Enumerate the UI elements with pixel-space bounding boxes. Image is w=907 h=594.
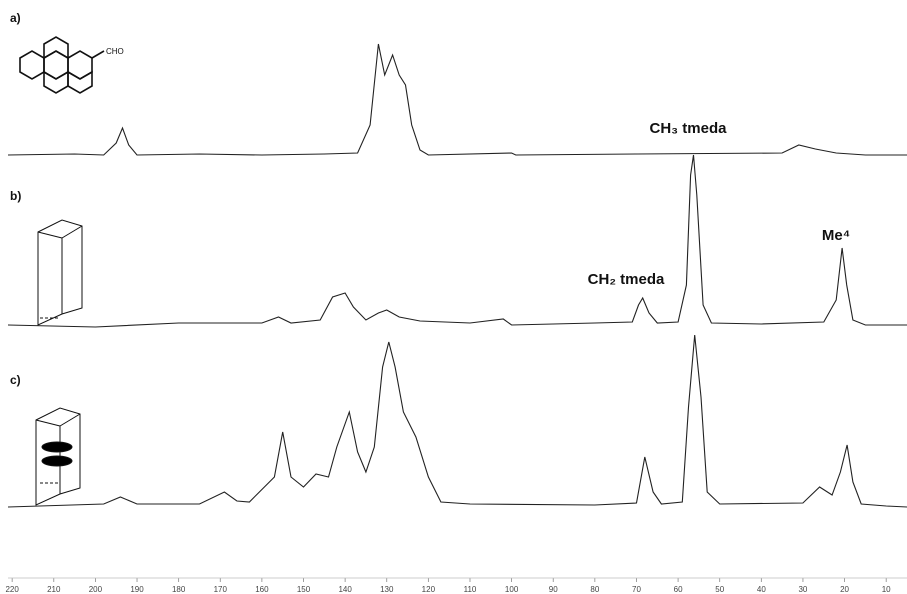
x-tick-label: 50	[715, 585, 724, 594]
x-tick-label: 130	[380, 585, 394, 594]
x-tick-label: 80	[590, 585, 599, 594]
x-tick-label: 180	[172, 585, 186, 594]
structure-label: CHO	[106, 47, 124, 56]
x-tick-label: 220	[5, 585, 19, 594]
spectrum-line	[7, 154, 907, 328]
panel-label: b)	[10, 189, 21, 203]
x-tick-label: 140	[338, 585, 352, 594]
x-tick-label: 200	[89, 585, 103, 594]
x-tick-label: 170	[214, 585, 228, 594]
x-tick-label: 20	[840, 585, 849, 594]
x-tick-label: 40	[757, 585, 766, 594]
spectrum-line	[7, 334, 907, 508]
prism-icon	[37, 219, 83, 326]
x-tick-label: 110	[464, 585, 477, 594]
x-tick-label: 30	[798, 585, 807, 594]
x-tick-label: 150	[297, 585, 311, 594]
x-tick-label: 210	[47, 585, 61, 594]
prism-icon	[35, 407, 81, 506]
x-tick-label: 10	[882, 585, 891, 594]
x-tick-label: 60	[674, 585, 683, 594]
annotation: CH₃ tmeda	[650, 120, 728, 137]
x-tick-label: 160	[255, 585, 269, 594]
spectrum-line	[7, 43, 907, 156]
pyrene-structure	[19, 36, 105, 94]
x-tick-label: 100	[505, 585, 519, 594]
panel-label: a)	[10, 11, 21, 25]
x-tick-label: 70	[632, 585, 641, 594]
panel-label: c)	[10, 373, 21, 387]
annotation: Me⁴	[822, 227, 850, 244]
x-tick-label: 190	[130, 585, 144, 594]
x-tick-label: 90	[549, 585, 558, 594]
annotation: CH₂ tmeda	[588, 271, 665, 288]
x-tick-label: 120	[422, 585, 436, 594]
